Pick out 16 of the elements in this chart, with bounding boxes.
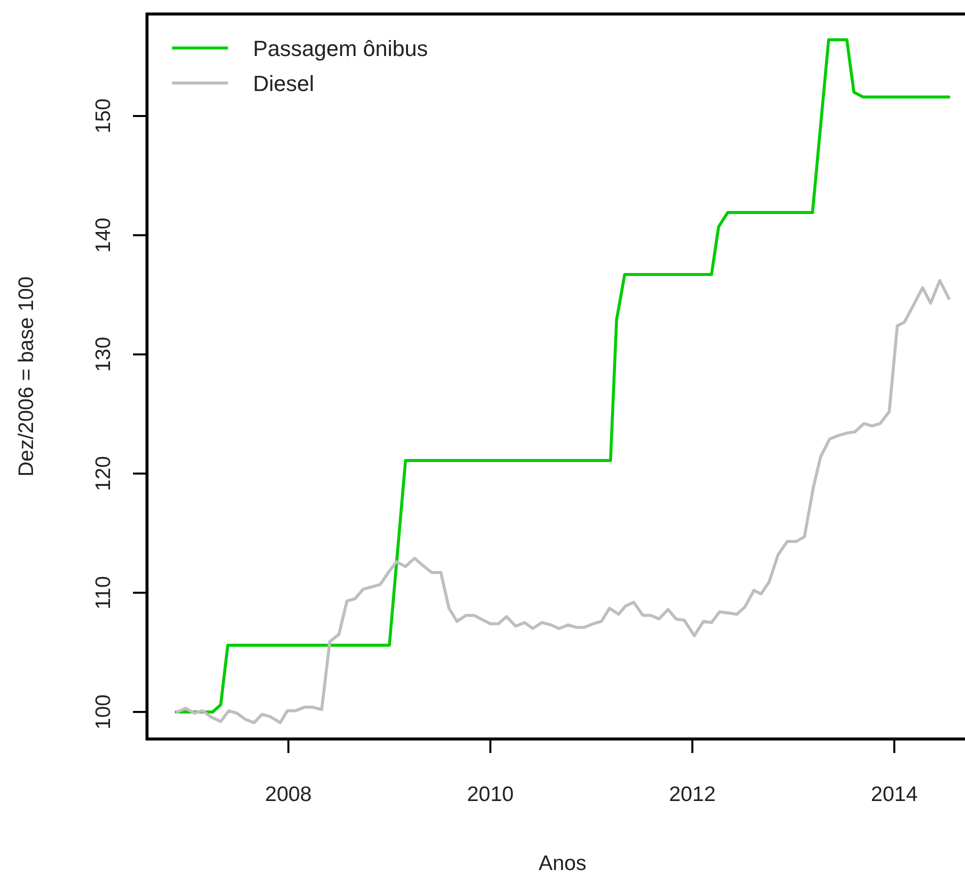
- y-tick-label: 130: [92, 336, 115, 372]
- x-tick-label: 2012: [668, 783, 716, 806]
- y-tick-label: 110: [92, 576, 115, 610]
- legend-label: Passagem ônibus: [253, 36, 428, 61]
- y-tick-label: 150: [92, 98, 115, 134]
- line-series: [174, 38, 950, 714]
- line-series: [176, 278, 950, 724]
- legend-label: Diesel: [253, 71, 314, 96]
- x-tick-label: 2014: [870, 783, 918, 806]
- x-tick-label: 2010: [466, 783, 514, 806]
- y-axis-title: Dez/2006 = base 100: [15, 276, 38, 477]
- x-tick-label: 2008: [265, 783, 312, 806]
- y-tick-label: 100: [92, 694, 115, 730]
- x-axis-title: Anos: [538, 852, 586, 874]
- y-tick-label: 120: [92, 456, 115, 492]
- y-tick-label: 140: [92, 218, 115, 253]
